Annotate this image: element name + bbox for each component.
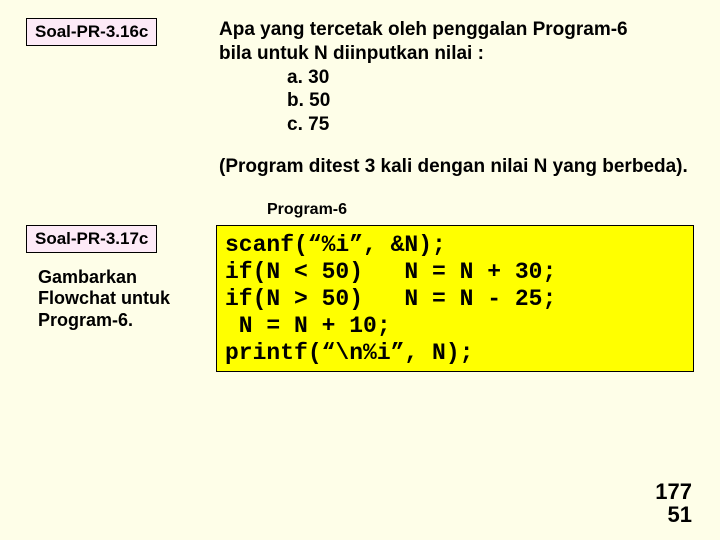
page-number-top: 177 bbox=[655, 480, 692, 503]
code-box: scanf(“%i”, &N); if(N < 50) N = N + 30; … bbox=[216, 225, 694, 373]
options-list: a. 30 b. 50 c. 75 bbox=[219, 66, 694, 137]
page-number-bottom: 51 bbox=[655, 503, 692, 526]
paren-note: (Program ditest 3 kali dengan nilai N ya… bbox=[219, 155, 694, 179]
option-c: c. 75 bbox=[287, 113, 694, 137]
question-line-1: Apa yang tercetak oleh penggalan Program… bbox=[219, 19, 628, 40]
program-label: Program-6 bbox=[267, 201, 694, 219]
badge-soal-316c: Soal-PR-3.16c bbox=[26, 18, 157, 46]
question-line-2: bila untuk N diinputkan nilai : bbox=[219, 43, 484, 64]
badge-soal-317c: Soal-PR-3.17c bbox=[26, 225, 157, 253]
question-text: Apa yang tercetak oleh penggalan Program… bbox=[219, 18, 694, 66]
page-numbers: 177 51 bbox=[655, 480, 692, 526]
option-a: a. 30 bbox=[287, 66, 694, 90]
description-317c: Gambarkan Flowchat untuk Program-6. bbox=[26, 267, 196, 332]
option-b: b. 50 bbox=[287, 89, 694, 113]
